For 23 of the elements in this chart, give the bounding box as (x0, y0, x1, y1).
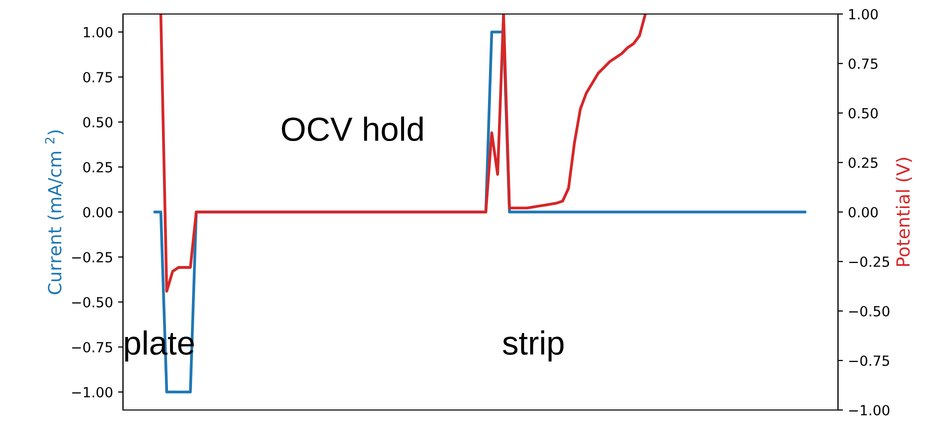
y-tick-label: 0.75 (83, 72, 112, 82)
y2-tick-label: 0.25 (848, 157, 878, 168)
y2-axis-title: Potential (V) (896, 158, 912, 266)
y2-tick-label: 0.75 (848, 58, 878, 69)
y-tick-label: 0.50 (83, 116, 112, 128)
annotation: strip (502, 330, 564, 362)
y2-tick-label: −0.25 (849, 256, 890, 267)
y2-tick-label: 0.50 (848, 108, 878, 118)
y2-tick-label: 0.00 (848, 206, 878, 218)
line-series (159, 14, 647, 293)
y-tick-label: 1.00 (84, 26, 112, 38)
y-tick-label: 0.25 (83, 162, 112, 172)
y-axis-title: Current (mA/cm $^{2}$) (44, 130, 64, 294)
y2-tick-label: −0.50 (849, 306, 890, 316)
y-tick-label: 0.00 (83, 206, 112, 218)
y2-tick-label: 1.00 (849, 8, 878, 20)
y-tick-label: −0.25 (72, 252, 112, 262)
y2-tick-label: −1.00 (849, 404, 890, 416)
y-tick-label: −1.00 (72, 386, 112, 398)
y-tick-label: −0.50 (72, 296, 112, 308)
annotation: OCV hold (282, 116, 423, 142)
y2-tick-label: −0.75 (849, 355, 890, 366)
y-tick-label: −0.75 (72, 342, 112, 352)
